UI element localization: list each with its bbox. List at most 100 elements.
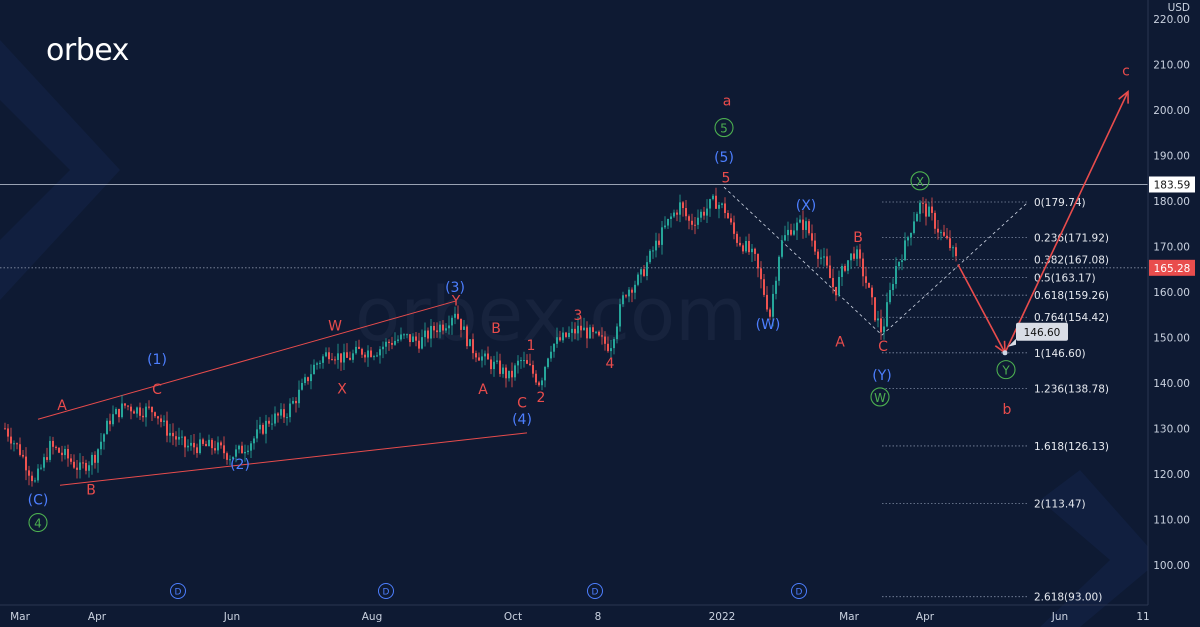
- candle-body: [256, 429, 258, 439]
- candle-body: [214, 448, 216, 451]
- candle-body: [571, 328, 573, 333]
- price-tag-label: 165.28: [1154, 263, 1191, 275]
- candle-body: [862, 258, 864, 277]
- candle-body: [832, 278, 834, 287]
- candle-body: [661, 227, 663, 245]
- wave-label: (X): [796, 198, 817, 214]
- candle-body: [916, 213, 918, 222]
- candle-body: [448, 325, 450, 329]
- wave-label: Y: [451, 293, 461, 309]
- wave-label: 5: [722, 171, 731, 187]
- candle-body: [19, 444, 21, 455]
- candle-body: [709, 199, 711, 209]
- candle-body: [610, 348, 612, 352]
- candle-body: [40, 467, 42, 469]
- candle-body: [328, 352, 330, 360]
- candle-body: [730, 218, 732, 223]
- candle-body: [472, 339, 474, 354]
- candle-body: [877, 318, 879, 321]
- candle-body: [376, 355, 378, 357]
- watermark-layer: orbex.com: [355, 272, 747, 358]
- wave-label: (1): [147, 352, 167, 368]
- candle-body: [724, 203, 726, 213]
- wave-label: A: [835, 334, 845, 350]
- wave-label: C: [878, 339, 888, 355]
- candle-body: [37, 468, 39, 481]
- candle-body: [73, 461, 75, 468]
- candle-body: [904, 240, 906, 261]
- candle-body: [898, 261, 900, 267]
- candle-body: [316, 363, 318, 365]
- candle-body: [118, 408, 120, 418]
- candle-body: [712, 195, 714, 200]
- candle-body: [469, 339, 471, 347]
- fib-level-label: 1(146.60): [1034, 348, 1086, 360]
- candle-body: [613, 339, 615, 349]
- candle-body: [286, 417, 288, 419]
- candle-body: [802, 219, 804, 230]
- y-tick-label: 160.00: [1153, 287, 1190, 299]
- candle-body: [337, 353, 339, 361]
- wave-label: b: [1003, 402, 1012, 418]
- candle-body: [25, 456, 27, 471]
- candle-body: [460, 318, 462, 330]
- candle-body: [619, 304, 621, 327]
- candle-body: [142, 415, 144, 418]
- candle-body: [799, 219, 801, 223]
- candle-body: [511, 370, 513, 378]
- candle-body: [313, 364, 315, 375]
- candle-body: [490, 359, 492, 370]
- candle-body: [787, 229, 789, 236]
- candle-body: [331, 359, 333, 361]
- candle-body: [85, 462, 87, 471]
- candle-body: [229, 459, 231, 461]
- candle-body: [568, 332, 570, 337]
- wave-label: (2): [230, 457, 250, 473]
- price-tag-label: 183.59: [1154, 179, 1191, 191]
- candle-body: [91, 454, 93, 466]
- candle-body: [868, 282, 870, 288]
- candle-body: [406, 334, 408, 336]
- fibonacci-levels: 0(179.74) 0.236(171.92) 0.382(167.08) 0.5(1…: [882, 197, 1109, 604]
- candle-body: [937, 228, 939, 233]
- candle-body: [172, 432, 174, 437]
- candle-body: [943, 232, 945, 236]
- target-pointer: [1008, 338, 1016, 347]
- dividend-marker: [378, 583, 394, 599]
- candle-body: [721, 203, 723, 205]
- candle-body: [403, 334, 405, 336]
- candle-body: [700, 211, 702, 218]
- candle-body: [400, 334, 402, 340]
- candle-body: [829, 265, 831, 279]
- candle-body: [778, 256, 780, 281]
- candle-body: [931, 206, 933, 213]
- candle-body: [379, 349, 381, 356]
- candle-body: [415, 336, 417, 341]
- candle-body: [178, 436, 180, 440]
- candle-body: [55, 446, 57, 448]
- candle-body: [466, 326, 468, 347]
- candle-body: [646, 262, 648, 276]
- background-layer: [0, 40, 1160, 627]
- candle-body: [814, 240, 816, 252]
- candle-body: [133, 411, 135, 414]
- candle-body: [859, 249, 861, 259]
- wave-label: (C): [28, 492, 49, 508]
- candle-body: [370, 350, 372, 357]
- price-axis-panel: [1148, 0, 1200, 627]
- candle-body: [874, 297, 876, 321]
- candle-body: [250, 443, 252, 451]
- candle-body: [643, 269, 645, 276]
- candle-body: [628, 289, 630, 297]
- x-tick-label: Aug: [362, 611, 383, 623]
- candle-body: [247, 450, 249, 452]
- fib-level-label: 2(113.47): [1034, 499, 1086, 511]
- candle-body: [508, 370, 510, 379]
- candle-body: [922, 202, 924, 204]
- candle-body: [445, 328, 447, 331]
- candle-body: [589, 327, 591, 339]
- fib-level-label: 0.382(167.08): [1034, 255, 1109, 267]
- candle-body: [850, 253, 852, 261]
- candle-body: [895, 266, 897, 285]
